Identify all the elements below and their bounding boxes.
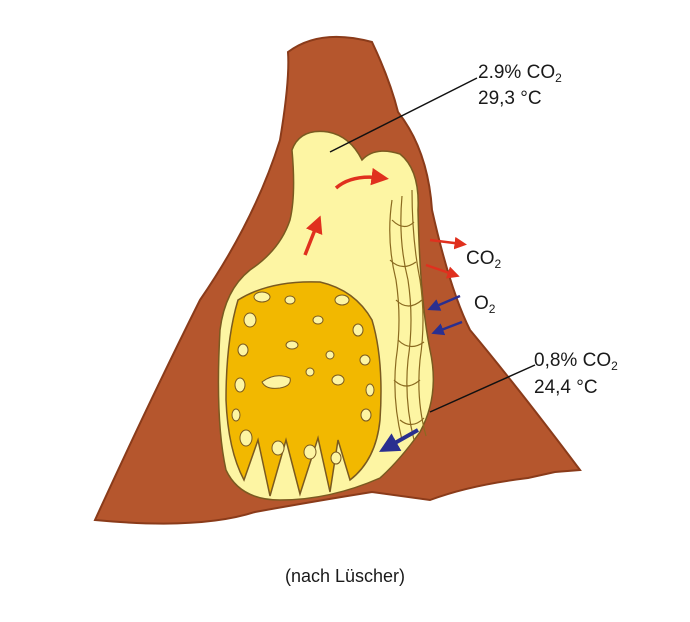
outflow-arrow-co2-1 (429, 236, 467, 250)
leader-line-bottom (429, 364, 536, 413)
co2-out-gas: CO (466, 248, 495, 269)
outflow-arrow-chimney (303, 215, 323, 256)
top-temperature-label: 29,3 °C (478, 88, 542, 109)
ventilation-mesh (389, 189, 427, 441)
inflow-arrow-bottom (379, 428, 419, 452)
co2-out-label: CO2 (466, 248, 501, 275)
top-co2-label: 2.9% CO2 (478, 62, 562, 89)
bottom-co2-label: 0,8% CO2 (534, 350, 618, 377)
bottom-co2-gas: CO (582, 350, 612, 371)
o2-in-sub: 2 (488, 302, 496, 316)
bottom-temperature-label: 24,4 °C (534, 377, 598, 398)
o2-in-gas: O (474, 293, 489, 314)
inflow-arrow-o2-2 (431, 320, 463, 336)
bottom-co2-percent: 0,8% (534, 350, 578, 371)
outflow-arrow-top (334, 167, 389, 190)
nest-cavities (231, 291, 375, 465)
top-co2-percent: 2.9% (478, 62, 522, 83)
top-co2-sub: 2 (555, 71, 562, 85)
source-caption: (nach Lüscher) (284, 566, 406, 586)
leader-line-top (329, 77, 478, 153)
nest (225, 281, 382, 497)
o2-in-label: O2 (474, 293, 495, 320)
top-co2-gas: CO (526, 62, 556, 83)
outflow-arrow-co2-2 (425, 263, 460, 279)
bottom-co2-sub: 2 (611, 359, 618, 373)
co2-out-sub: 2 (494, 257, 502, 271)
inflow-arrows (379, 294, 463, 452)
outflow-arrows (303, 167, 467, 279)
inflow-arrow-o2-1 (427, 294, 461, 311)
